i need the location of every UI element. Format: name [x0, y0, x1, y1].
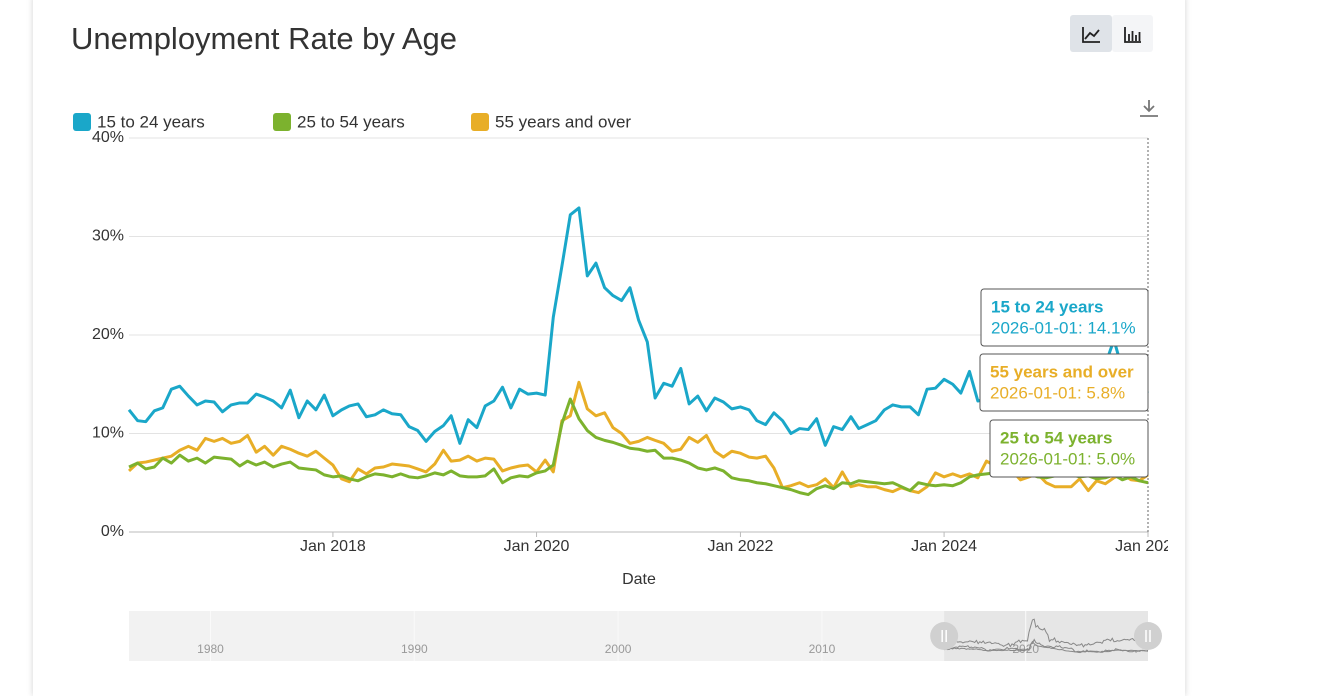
tooltip-title: 25 to 54 years	[1000, 428, 1112, 447]
navigator-handle[interactable]	[930, 622, 959, 650]
handle-grip	[941, 630, 947, 642]
handle-circle	[930, 622, 959, 650]
legend-label: 55 years and over	[495, 112, 631, 131]
chart-type-buttons	[1070, 15, 1153, 52]
chart-card	[33, 0, 1185, 696]
legend-label: 15 to 24 years	[97, 112, 205, 131]
navigator-handle[interactable]	[1134, 622, 1162, 650]
navigator-tick-label: 1980	[197, 642, 224, 656]
y-tick-label: 10%	[92, 425, 124, 442]
navigator-tick-label: 2000	[605, 642, 632, 656]
tooltip-title: 55 years and over	[990, 362, 1134, 381]
bar-chart-icon	[1124, 27, 1141, 43]
navigator-tick-label: 2010	[809, 642, 836, 656]
y-tick-label: 0%	[101, 523, 124, 540]
tooltip-value: 2026-01-01: 14.1%	[991, 318, 1136, 337]
navigator-line	[943, 638, 1149, 653]
series-line	[128, 397, 1149, 497]
series-line	[127, 380, 1149, 495]
legend-label: 25 to 54 years	[297, 112, 405, 131]
navigator-selection	[944, 611, 1148, 661]
legend-swatch	[73, 113, 91, 131]
navigator-tick-label: 1990	[401, 642, 428, 656]
y-tick-label: 30%	[92, 228, 124, 245]
tooltip-box	[989, 419, 1149, 478]
tooltip-value: 2026-01-01: 5.0%	[1000, 449, 1135, 468]
y-tick-label: 40%	[92, 129, 124, 146]
tooltip-value: 2026-01-01: 5.8%	[990, 383, 1125, 402]
series-line	[127, 206, 1149, 447]
navigator-line	[943, 618, 1149, 648]
navigator-tick-label: 2020	[1012, 642, 1039, 656]
x-tick-label: Jan 2026	[1115, 538, 1181, 555]
tooltip-box	[980, 288, 1149, 347]
download-button[interactable]	[1140, 100, 1158, 117]
x-axis-label: Date	[622, 571, 656, 588]
x-tick-label: Jan 2024	[911, 538, 977, 555]
x-tick-label: Jan 2022	[708, 538, 774, 555]
legend-swatch	[471, 113, 489, 131]
chart-title: Unemployment Rate by Age	[71, 21, 457, 56]
line-chart-icon	[1082, 27, 1100, 43]
tooltip-title: 15 to 24 years	[991, 297, 1103, 316]
x-tick-label: Jan 2018	[300, 538, 366, 555]
tooltip-box	[979, 353, 1149, 412]
y-tick-label: 20%	[92, 326, 124, 343]
handle-grip	[1145, 630, 1151, 642]
legend-swatch	[273, 113, 291, 131]
handle-circle	[1134, 622, 1162, 650]
x-tick-label: Jan 2020	[504, 538, 570, 555]
